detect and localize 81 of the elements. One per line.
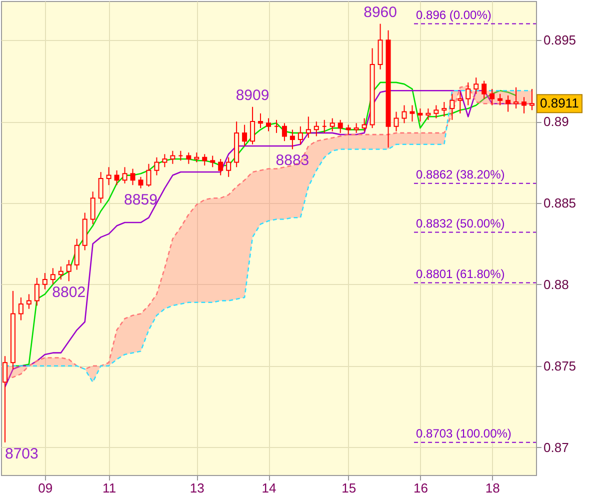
candlestick [346, 124, 351, 136]
candlestick [122, 166, 128, 184]
candlestick [418, 108, 423, 122]
candlestick [74, 238, 80, 270]
x-tick-label: 11 [102, 480, 116, 496]
candlestick [482, 80, 487, 100]
candlestick [18, 296, 24, 321]
text: 0.8911 [540, 96, 579, 111]
candlestick [114, 170, 120, 186]
candlestick [506, 94, 511, 112]
candlestick [170, 150, 176, 164]
candlestick [250, 106, 256, 145]
x-tick-label: 16 [413, 480, 428, 496]
annotation: 8909 [236, 86, 270, 104]
candlestick [146, 163, 152, 188]
candlestick [442, 101, 447, 118]
candlestick [34, 277, 40, 306]
y-tick-label: 0.89 [544, 114, 569, 130]
y-tick-label: 0.88 [544, 276, 569, 292]
candlestick [474, 77, 479, 94]
candlestick [258, 112, 264, 129]
candlestick [338, 119, 343, 134]
candlestick [106, 166, 112, 186]
candlestick [218, 158, 224, 176]
candlestick [42, 272, 48, 290]
candlestick [394, 111, 399, 132]
candlestick [58, 266, 64, 280]
candlestick [210, 155, 216, 168]
x-tick-label: 13 [190, 480, 204, 496]
ref-line-label: 0.8801 (61.80%) [416, 266, 505, 281]
candlestick [66, 259, 72, 282]
candlestick [162, 154, 168, 168]
annotation: 8883 [276, 152, 310, 170]
ref-line-label: 0.8862 (38.20%) [416, 167, 505, 182]
x-tick-label: 18 [485, 480, 500, 496]
candlestick [186, 152, 192, 164]
candlestick [90, 191, 96, 225]
x-tick-label: 15 [342, 480, 356, 496]
candlestick [410, 104, 415, 122]
candlestick [290, 129, 295, 150]
ref-line-label: 0.8832 (50.00%) [416, 216, 505, 230]
candlestick [98, 172, 104, 204]
candlestick [498, 93, 503, 106]
candlestick [402, 104, 407, 124]
ref-line-label: 0.8703 (100.00%) [416, 426, 512, 440]
annotation: 8802 [52, 284, 86, 302]
candlestick [154, 156, 160, 176]
candlestick [466, 82, 471, 106]
x-tick-label: 14 [262, 480, 276, 496]
candlestick [202, 154, 208, 166]
candlestick [194, 152, 200, 163]
candlestick [242, 124, 248, 146]
candlestick [434, 104, 439, 119]
candlestick [490, 88, 495, 106]
candlestick [138, 176, 144, 189]
candlestick [522, 96, 527, 114]
candlestick [330, 118, 335, 132]
candlestick [226, 156, 232, 178]
candlestick [26, 294, 32, 310]
annotation: 8960 [364, 4, 397, 21]
candlestick [354, 122, 359, 134]
candlestick [50, 268, 56, 285]
candlestick [426, 108, 431, 120]
candlestick [514, 86, 519, 110]
candlestick [450, 93, 455, 120]
candlestick [298, 126, 303, 145]
y-tick-label: 0.885 [544, 195, 576, 210]
candlestick [282, 122, 287, 142]
annotation: 8703 [4, 445, 38, 462]
ref-line-label: 0.896 (0.00%) [416, 8, 492, 22]
candlestick [362, 118, 367, 132]
x-tick-label: 09 [38, 480, 53, 496]
candlestick [266, 118, 271, 132]
candlestick [306, 116, 311, 138]
candlestick [130, 168, 136, 186]
candlestick [314, 121, 319, 137]
y-tick-label: 0.895 [544, 32, 576, 48]
y-tick-label: 0.875 [544, 358, 576, 374]
candlestick [458, 92, 463, 114]
annotation: 8859 [124, 191, 158, 208]
y-tick-label: 0.87 [544, 440, 569, 455]
